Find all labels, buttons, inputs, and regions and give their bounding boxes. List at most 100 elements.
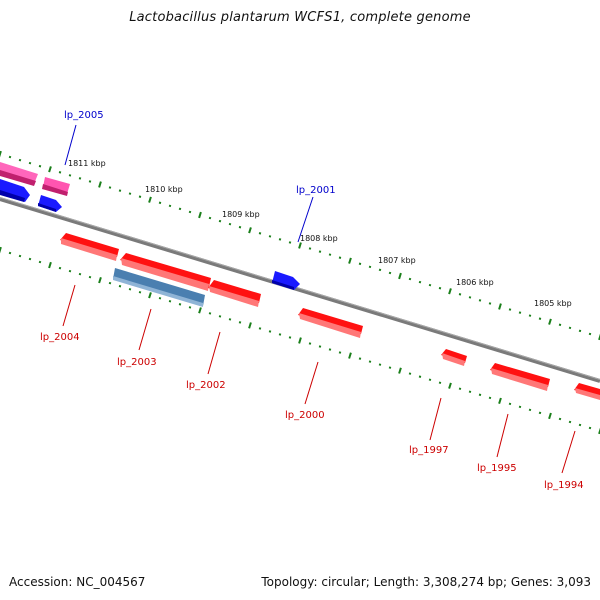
- tick-mark-lower: [108, 281, 112, 285]
- leader-lp-2003: [138, 308, 152, 351]
- tick-mark-upper: [358, 262, 362, 266]
- gene-label-lp-2004[interactable]: lp_2004: [40, 332, 80, 343]
- tick-mark-lower: [148, 292, 152, 299]
- tick-mark-upper: [148, 196, 152, 203]
- tick-mark-upper: [408, 277, 412, 281]
- tick-mark-upper: [448, 288, 452, 295]
- tick-mark-lower: [158, 296, 162, 300]
- tick-mark-upper: [428, 283, 432, 287]
- tick-mark-upper: [598, 333, 600, 341]
- tick-mark-lower: [448, 382, 452, 389]
- tick-mark-lower: [458, 387, 462, 391]
- tick-mark-lower: [298, 337, 302, 344]
- tick-mark-lower: [208, 312, 212, 315]
- gene-label-lp-2002[interactable]: lp_2002: [186, 380, 226, 391]
- leader-lp-1994: [561, 430, 576, 474]
- tick-mark-lower: [418, 375, 422, 378]
- tick-mark-upper: [238, 225, 242, 229]
- tick-mark-upper: [258, 232, 262, 235]
- gene-lp-1995[interactable]: [490, 363, 550, 391]
- tick-mark-lower: [548, 412, 552, 420]
- gene-label-lp-1997[interactable]: lp_1997: [409, 445, 449, 456]
- gene-lp-2003[interactable]: [113, 268, 205, 307]
- tick-mark-upper: [558, 323, 562, 327]
- tick-mark-upper: [298, 242, 302, 249]
- tick-mark-lower: [328, 348, 332, 351]
- tick-mark-upper: [378, 268, 382, 272]
- gene-blue-left[interactable]: [0, 179, 30, 202]
- tick-mark-upper: [588, 332, 592, 336]
- gene-lp-1997[interactable]: [441, 349, 467, 366]
- tick-mark-lower: [48, 261, 52, 269]
- tick-mark-lower: [438, 381, 442, 385]
- gene-label-lp-1994[interactable]: lp_1994: [544, 480, 584, 491]
- tick-mark-lower: [378, 363, 382, 366]
- accession-text: Accession: NC_004567: [9, 575, 146, 589]
- tick-mark-lower: [518, 405, 522, 409]
- tick-mark-lower: [28, 257, 32, 261]
- tick-mark-upper: [168, 204, 172, 208]
- genome-backbone-highlight: [0, 197, 600, 380]
- gene-label-lp-2000[interactable]: lp_2000: [285, 410, 325, 421]
- gene-lp-2000[interactable]: [298, 308, 363, 338]
- tick-mark-upper: [208, 216, 212, 220]
- tick-mark-upper: [78, 177, 82, 180]
- tick-mark-upper: [488, 302, 492, 305]
- gene-label-lp-2003[interactable]: lp_2003: [117, 357, 157, 368]
- tick-mark-lower: [338, 351, 342, 354]
- tick-mark-upper: [538, 317, 542, 320]
- gene-label-lp-2001[interactable]: lp_2001: [296, 185, 336, 196]
- gene-lp-2001[interactable]: [272, 271, 300, 290]
- tick-mark-upper: [158, 201, 162, 205]
- genome-backbone: [0, 197, 600, 383]
- gene-lp-2002[interactable]: [208, 280, 261, 307]
- tick-mark-lower: [278, 333, 282, 336]
- tick-track-upper: [0, 150, 600, 341]
- tick-mark-lower: [138, 290, 142, 294]
- tick-mark-lower: [348, 352, 352, 359]
- tick-mark-upper: [338, 256, 342, 259]
- gene-lp-1994[interactable]: [574, 383, 600, 400]
- tick-mark-upper: [118, 189, 122, 192]
- tick-mark-lower: [18, 254, 22, 258]
- tick-mark-lower: [428, 378, 432, 382]
- tick-mark-upper: [8, 155, 12, 159]
- gene-lp-2005[interactable]: [42, 177, 70, 196]
- tick-track-lower: [0, 246, 600, 435]
- tick-mark-upper: [548, 318, 552, 325]
- gene-lp-2003-red[interactable]: [120, 253, 211, 291]
- tick-mark-lower: [508, 402, 512, 406]
- kbp-label-1811: 1811 kbp: [68, 159, 106, 168]
- leader-lp-2002: [207, 331, 221, 375]
- tick-mark-lower: [488, 396, 492, 400]
- tick-mark-upper: [308, 247, 312, 250]
- tick-mark-upper: [248, 227, 252, 234]
- tick-mark-upper: [138, 195, 142, 198]
- gene-pink-upper[interactable]: [0, 162, 38, 186]
- tick-mark-lower: [178, 303, 182, 306]
- tick-mark-upper: [58, 171, 62, 174]
- leader-lp-2004: [62, 284, 76, 327]
- genome-summary-text: Topology: circular; Length: 3,308,274 bp…: [261, 575, 591, 589]
- tick-mark-lower: [258, 327, 262, 330]
- tick-mark-lower: [188, 306, 192, 309]
- tick-mark-upper: [278, 238, 282, 241]
- tick-mark-lower: [68, 269, 72, 273]
- tick-mark-lower: [228, 318, 232, 321]
- gene-label-lp-2005[interactable]: lp_2005: [64, 110, 104, 121]
- kbp-label-1809: 1809 kbp: [222, 210, 260, 219]
- tick-mark-lower: [8, 251, 12, 255]
- tick-mark-upper: [268, 235, 272, 238]
- tick-mark-upper: [468, 296, 472, 299]
- tick-mark-lower: [398, 367, 402, 374]
- tick-mark-upper: [68, 174, 72, 177]
- tick-mark-upper: [178, 207, 182, 211]
- kbp-label-1807: 1807 kbp: [378, 256, 416, 265]
- tick-mark-upper: [228, 222, 232, 226]
- tick-mark-lower: [288, 336, 292, 339]
- gene-lp-2004[interactable]: [60, 233, 119, 261]
- gene-blue-small[interactable]: [38, 195, 62, 212]
- tick-mark-upper: [508, 308, 512, 311]
- tick-mark-upper: [98, 181, 102, 188]
- gene-label-lp-1995[interactable]: lp_1995: [477, 463, 517, 474]
